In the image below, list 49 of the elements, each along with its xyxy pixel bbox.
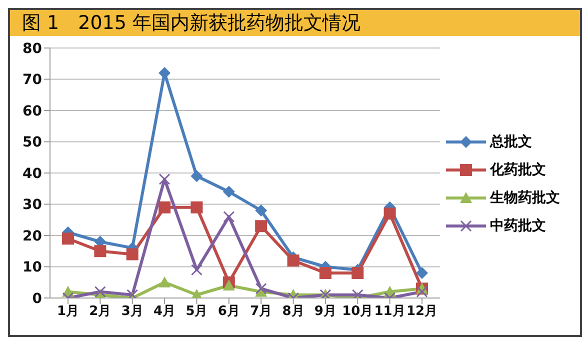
point <box>126 248 138 260</box>
chart-title: 图 1 2015 年国内新获批药物批文情况 <box>10 10 580 36</box>
x-tick-label: 3月 <box>121 304 144 320</box>
point <box>255 282 267 294</box>
y-tick-label: 50 <box>22 134 42 151</box>
x-tick-label: 12月 <box>406 304 438 320</box>
y-tick-label: 80 <box>22 40 42 57</box>
point <box>255 204 268 216</box>
x-tick-label: 2月 <box>89 304 112 320</box>
point <box>126 289 138 298</box>
point <box>222 280 235 290</box>
x-tick-label: 5月 <box>186 304 208 320</box>
point <box>190 170 203 182</box>
legend-label: 总批文 <box>490 133 532 151</box>
point <box>255 220 268 232</box>
legend-label: 化药批文 <box>490 161 546 179</box>
y-tick-label: 70 <box>22 72 42 88</box>
legend-label: 生物药批文 <box>490 189 560 207</box>
y-tick-label: 60 <box>22 103 42 120</box>
y-tick-label: 10 <box>22 260 42 276</box>
point <box>319 267 332 279</box>
point <box>62 232 74 245</box>
point <box>287 254 300 266</box>
x-tick-label: 1月 <box>56 304 80 320</box>
x-tick-label: 8月 <box>282 304 304 320</box>
point <box>190 264 202 276</box>
point <box>222 186 235 198</box>
point <box>158 201 171 214</box>
y-tick-label: 40 <box>22 166 42 182</box>
point <box>352 289 364 298</box>
x-tick-label: 4月 <box>154 304 176 320</box>
x-tick-label: 7月 <box>250 304 272 320</box>
y-tick-label: 20 <box>22 228 42 244</box>
point <box>384 208 396 220</box>
point <box>416 267 428 279</box>
y-tick-label: 0 <box>32 290 42 307</box>
point <box>416 286 428 298</box>
x-tick-label: 10月 <box>342 304 374 320</box>
x-tick-label: 6月 <box>218 304 240 320</box>
point <box>94 245 106 258</box>
legend-label: 中药批文 <box>490 217 546 235</box>
y-tick-label: 30 <box>22 197 42 214</box>
point <box>158 174 170 185</box>
point <box>352 267 364 279</box>
point <box>190 201 203 214</box>
x-tick-label: 9月 <box>314 304 336 320</box>
point <box>223 211 235 222</box>
x-tick-label: 11月 <box>374 304 406 320</box>
point <box>158 276 171 288</box>
